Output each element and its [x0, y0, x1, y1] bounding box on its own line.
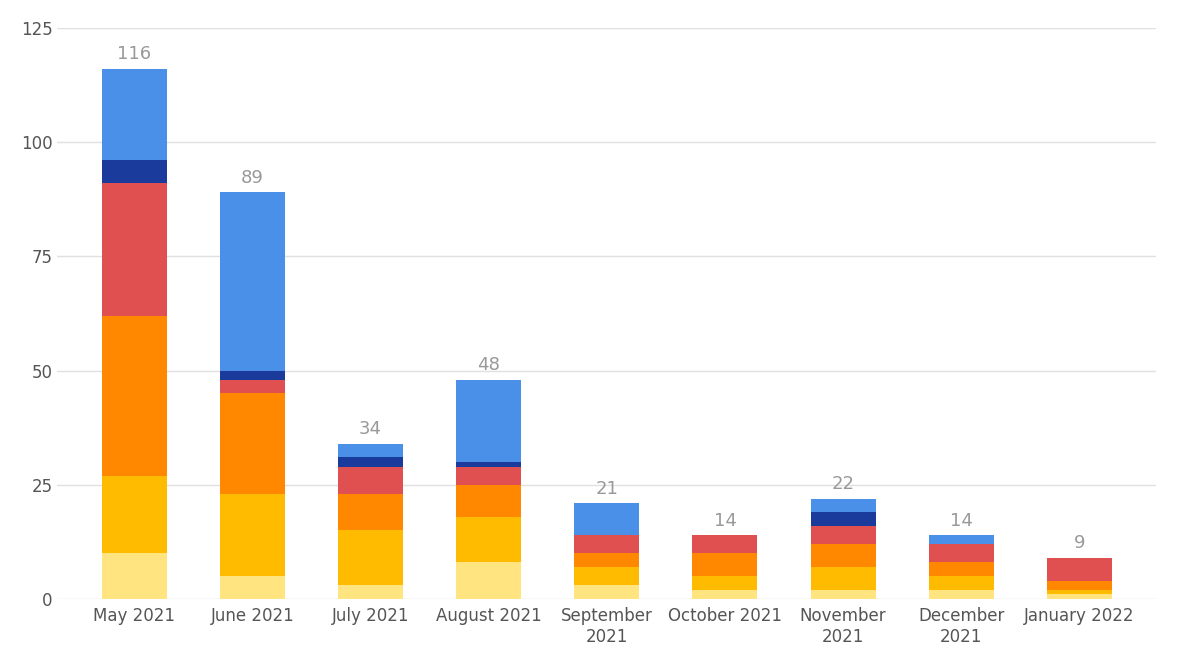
Bar	[220, 371, 285, 380]
Bar	[338, 466, 403, 494]
Bar	[220, 576, 285, 599]
Bar	[1046, 581, 1112, 590]
Bar	[811, 512, 876, 526]
Bar	[692, 535, 758, 554]
Bar	[101, 315, 167, 476]
Bar	[457, 380, 521, 462]
Bar	[457, 462, 521, 466]
Bar	[101, 476, 167, 554]
Bar	[220, 380, 285, 394]
Bar	[929, 544, 993, 562]
Bar	[811, 590, 876, 599]
Bar	[220, 192, 285, 371]
Bar	[101, 554, 167, 599]
Text: 14: 14	[950, 512, 972, 530]
Bar	[338, 586, 403, 599]
Bar	[692, 590, 758, 599]
Bar	[574, 535, 639, 554]
Text: 48: 48	[477, 356, 500, 374]
Bar	[811, 526, 876, 544]
Bar	[101, 183, 167, 315]
Bar	[929, 535, 993, 544]
Bar	[457, 466, 521, 485]
Bar	[338, 530, 403, 586]
Bar	[1046, 590, 1112, 594]
Bar	[574, 554, 639, 567]
Text: 22: 22	[832, 475, 855, 493]
Bar	[457, 562, 521, 599]
Bar	[574, 586, 639, 599]
Bar	[929, 576, 993, 590]
Bar	[338, 494, 403, 530]
Bar	[692, 576, 758, 590]
Text: 9: 9	[1073, 534, 1085, 552]
Bar	[220, 494, 285, 576]
Bar	[811, 544, 876, 567]
Text: 21: 21	[596, 480, 618, 498]
Text: 14: 14	[713, 512, 737, 530]
Text: 34: 34	[359, 420, 383, 438]
Bar	[338, 458, 403, 466]
Text: 116: 116	[118, 45, 152, 63]
Bar	[811, 498, 876, 512]
Bar	[574, 503, 639, 535]
Bar	[929, 562, 993, 576]
Bar	[220, 394, 285, 494]
Text: 89: 89	[241, 169, 264, 187]
Bar	[574, 567, 639, 586]
Bar	[101, 160, 167, 183]
Bar	[692, 554, 758, 576]
Bar	[1046, 558, 1112, 581]
Bar	[457, 485, 521, 517]
Bar	[811, 567, 876, 590]
Bar	[101, 69, 167, 160]
Bar	[929, 590, 993, 599]
Bar	[1046, 594, 1112, 599]
Bar	[338, 444, 403, 458]
Bar	[457, 517, 521, 562]
